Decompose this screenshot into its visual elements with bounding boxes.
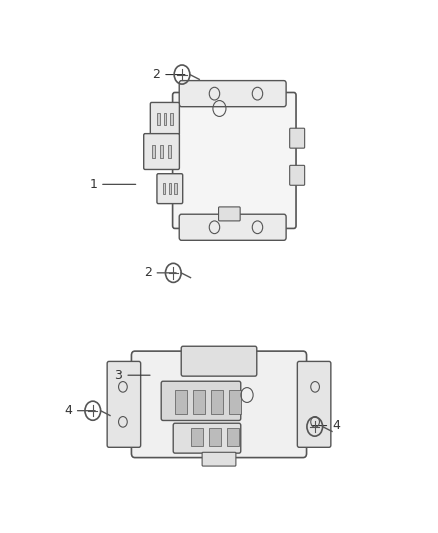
FancyBboxPatch shape bbox=[297, 361, 331, 447]
Bar bbox=[229, 390, 241, 414]
Bar bbox=[169, 183, 171, 194]
Text: 4: 4 bbox=[64, 404, 95, 417]
Bar bbox=[227, 427, 239, 446]
Text: 2: 2 bbox=[144, 266, 176, 279]
FancyBboxPatch shape bbox=[144, 134, 180, 169]
Text: 3: 3 bbox=[114, 369, 150, 382]
FancyBboxPatch shape bbox=[181, 346, 257, 376]
FancyBboxPatch shape bbox=[179, 80, 286, 107]
FancyBboxPatch shape bbox=[179, 214, 286, 240]
Bar bbox=[157, 113, 159, 125]
FancyBboxPatch shape bbox=[290, 165, 305, 185]
Bar bbox=[168, 145, 171, 158]
Text: 1: 1 bbox=[89, 178, 136, 191]
Text: 2: 2 bbox=[152, 68, 185, 81]
Bar bbox=[191, 427, 203, 446]
Bar bbox=[193, 390, 205, 414]
Bar bbox=[163, 113, 166, 125]
FancyBboxPatch shape bbox=[150, 102, 180, 135]
Bar bbox=[209, 427, 221, 446]
Bar bbox=[211, 390, 223, 414]
FancyBboxPatch shape bbox=[202, 453, 236, 466]
Bar bbox=[170, 113, 173, 125]
Bar bbox=[160, 145, 163, 158]
FancyBboxPatch shape bbox=[290, 128, 305, 148]
FancyBboxPatch shape bbox=[173, 423, 241, 453]
FancyBboxPatch shape bbox=[173, 93, 296, 229]
Bar bbox=[152, 145, 155, 158]
Bar bbox=[163, 183, 165, 194]
FancyBboxPatch shape bbox=[107, 361, 141, 447]
FancyBboxPatch shape bbox=[219, 207, 240, 221]
Bar bbox=[174, 183, 177, 194]
FancyBboxPatch shape bbox=[161, 381, 241, 421]
FancyBboxPatch shape bbox=[131, 351, 307, 458]
Bar bbox=[175, 390, 187, 414]
FancyBboxPatch shape bbox=[157, 174, 183, 204]
Text: 4: 4 bbox=[312, 419, 340, 432]
